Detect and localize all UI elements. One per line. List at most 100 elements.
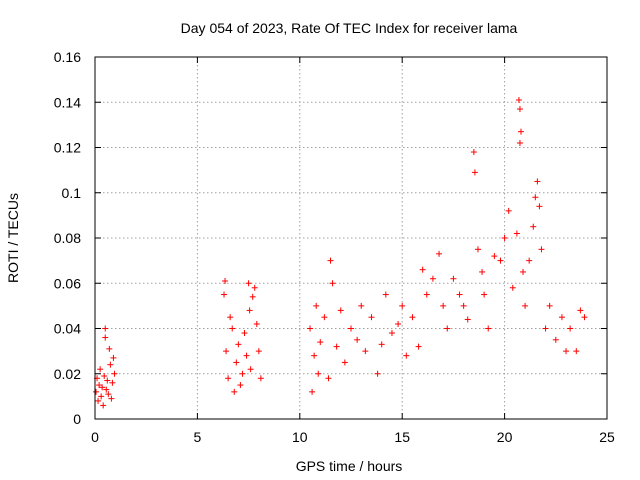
data-point: [429, 275, 436, 282]
data-point: [231, 388, 238, 395]
data-point: [317, 339, 324, 346]
data-point: [534, 178, 541, 185]
data-point: [107, 361, 114, 368]
axes: 0 5 10 15 20 25 0 0.02 0.04 0.06 0.08 0.1 0.12 0.14 0.…: [54, 49, 615, 445]
data-point: [358, 302, 365, 309]
data-point: [509, 284, 516, 291]
data-point: [96, 382, 103, 389]
y-tick-label: 0.08: [54, 230, 81, 246]
data-point: [501, 235, 508, 241]
data-point: [382, 291, 389, 298]
x-tick-label: 0: [91, 429, 99, 445]
data-point: [409, 314, 416, 321]
data-point: [470, 149, 477, 156]
data-point: [309, 388, 316, 395]
data-point: [249, 293, 256, 300]
data-point: [374, 370, 381, 377]
data-point: [253, 320, 260, 327]
data-point: [101, 373, 108, 380]
data-point: [460, 302, 467, 309]
data-point: [515, 96, 522, 103]
data-point: [552, 336, 559, 343]
data-point: [95, 397, 102, 404]
data-point: [479, 268, 486, 275]
x-tick-label: 10: [292, 429, 308, 445]
data-point: [505, 207, 512, 214]
data-point: [321, 314, 328, 321]
data-point: [522, 302, 529, 309]
y-tick-label: 0.06: [54, 275, 81, 291]
y-tick-label: 0.02: [54, 366, 81, 382]
y-tick-label: 0: [73, 411, 81, 427]
data-point: [395, 320, 402, 327]
data-point: [497, 257, 504, 264]
chart-title: Day 054 of 2023, Rate Of TEC Index for r…: [181, 20, 518, 36]
data-point: [327, 257, 334, 264]
grid-lines: [95, 57, 607, 419]
data-point: [225, 375, 232, 382]
data-point: [513, 230, 520, 237]
data-point: [471, 169, 478, 176]
data-point: [520, 268, 527, 275]
data-point: [419, 266, 426, 273]
data-point: [313, 302, 320, 309]
y-tick-label: 0.12: [54, 140, 81, 156]
data-point: [104, 377, 111, 384]
data-point: [436, 250, 443, 257]
data-point: [110, 354, 117, 361]
data-point: [526, 257, 533, 264]
data-point: [348, 325, 354, 332]
data-point: [337, 307, 344, 314]
data-point: [247, 366, 254, 373]
x-tick-label: 5: [194, 429, 202, 445]
data-point: [239, 370, 246, 377]
x-tick-label: 25: [599, 429, 615, 445]
data-point: [105, 391, 112, 398]
data-point: [444, 325, 451, 332]
data-point: [245, 280, 252, 287]
data-point: [325, 375, 332, 382]
data-point: [491, 253, 498, 260]
data-point: [456, 291, 463, 298]
data-point: [530, 223, 537, 230]
x-tick-label: 20: [497, 429, 513, 445]
data-point: [450, 275, 457, 282]
data-point: [362, 348, 369, 355]
data-point: [237, 382, 244, 389]
data-point: [307, 325, 314, 332]
data-point: [235, 341, 242, 348]
data-point: [102, 334, 109, 341]
data-point: [93, 388, 100, 395]
data-point: [532, 194, 539, 201]
data-point: [311, 352, 318, 359]
data-point: [516, 106, 523, 113]
x-tick-label: 15: [394, 429, 410, 445]
data-point: [99, 384, 106, 391]
data-point: [517, 128, 524, 135]
data-point: [255, 348, 262, 355]
data-point: [485, 325, 492, 332]
data-point: [577, 307, 584, 314]
data-point: [341, 359, 348, 366]
y-axis-label: ROTI / TECUs: [5, 193, 21, 283]
data-point: [516, 139, 523, 146]
data-point: [103, 386, 110, 393]
data-point: [399, 302, 406, 309]
data-point: [563, 348, 570, 355]
data-point: [388, 330, 395, 337]
data-point: [246, 307, 253, 314]
data-point: [111, 370, 118, 377]
data-point: [581, 314, 588, 321]
data-point: [227, 314, 234, 321]
data-point: [233, 359, 240, 366]
data-point: [243, 352, 250, 359]
data-point: [333, 343, 340, 350]
data-point: [257, 375, 264, 382]
data-point: [481, 291, 488, 298]
y-tick-label: 0.04: [54, 321, 81, 337]
data-point: [221, 291, 228, 298]
data-point: [538, 246, 545, 253]
data-point: [102, 325, 109, 332]
